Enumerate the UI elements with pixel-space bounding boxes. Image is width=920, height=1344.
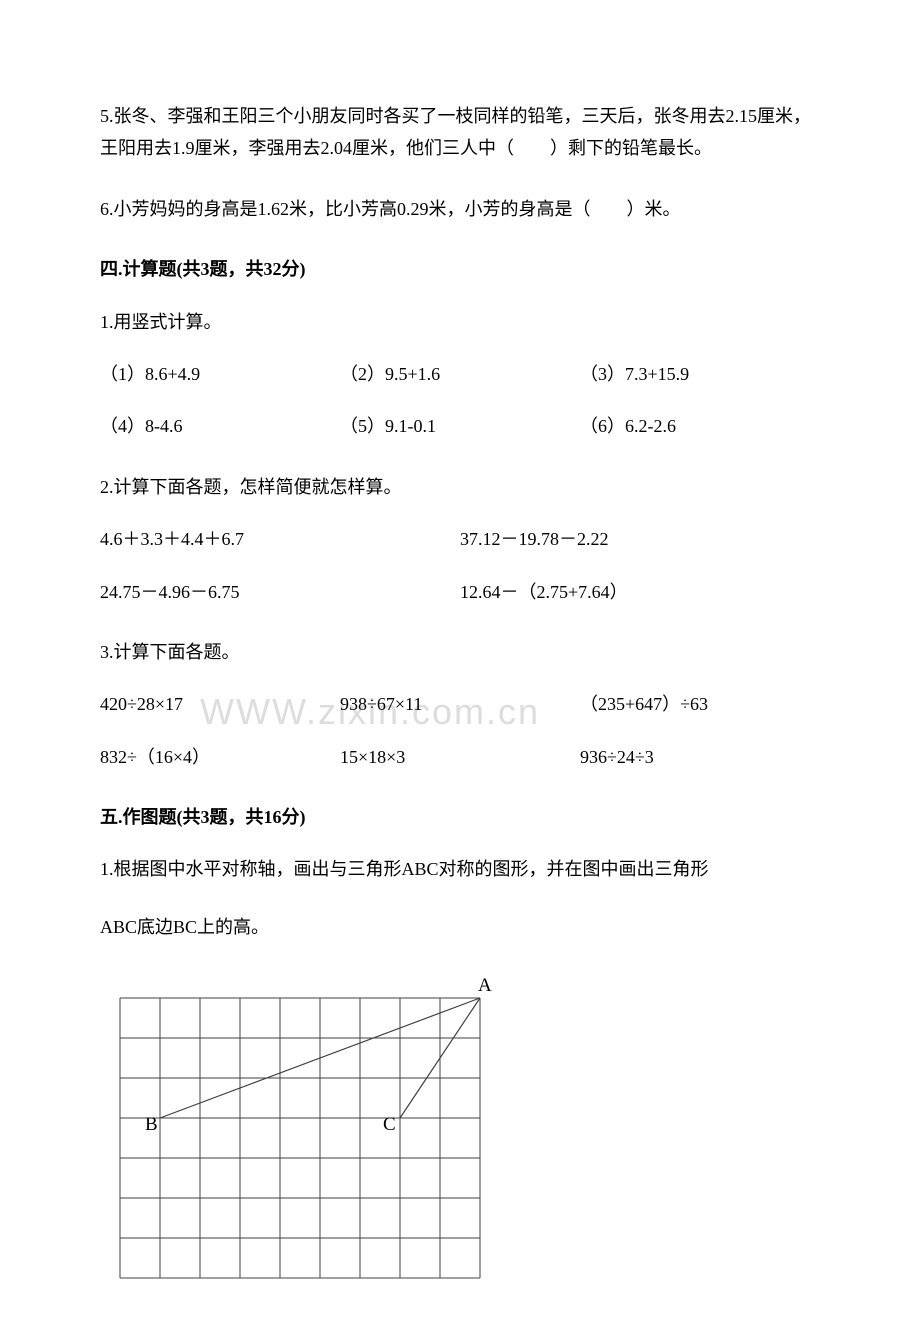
section4-q1: 1.用竖式计算。 （1）8.6+4.9 （2）9.5+1.6 （3）7.3+15… — [100, 306, 820, 443]
svg-text:A: A — [478, 975, 492, 996]
question-5: 5.张冬、李强和王阳三个小朋友同时各买了一枝同样的铅笔，三天后，张冬用去2.15… — [100, 100, 820, 165]
calc-item: 4.6＋3.3＋4.4＋6.7 — [100, 523, 460, 555]
section4-q1-row2: （4）8-4.6 （5）9.1-0.1 （6）6.2-2.6 — [100, 410, 820, 442]
section5-q1-line2: ABC底边BC上的高。 — [100, 911, 820, 943]
section4-q2-row1: 4.6＋3.3＋4.4＋6.7 37.12－19.78－2.22 — [100, 523, 820, 555]
section4-q3: 3.计算下面各题。 WWW.zixin.com.cn 420÷28×17 938… — [100, 636, 820, 773]
calc-item: （3）7.3+15.9 — [580, 358, 820, 390]
calc-item: （5）9.1-0.1 — [340, 410, 580, 442]
section4-q1-row1: （1）8.6+4.9 （2）9.5+1.6 （3）7.3+15.9 — [100, 358, 820, 390]
section4-q3-row2: 832÷（16×4） 15×18×3 936÷24÷3 — [100, 741, 820, 773]
section-4-heading: 四.计算题(共3题，共32分) — [100, 253, 820, 285]
section4-q3-row1: WWW.zixin.com.cn 420÷28×17 938÷67×11 （23… — [100, 688, 820, 720]
section4-q3-title: 3.计算下面各题。 — [100, 636, 820, 668]
calc-item: （235+647）÷63 — [580, 688, 820, 720]
calc-item: 24.75－4.96－6.75 — [100, 576, 460, 608]
section5-q1: 1.根据图中水平对称轴，画出与三角形ABC对称的图形，并在图中画出三角形 ABC… — [100, 853, 820, 943]
section4-q2: 2.计算下面各题，怎样简便就怎样算。 4.6＋3.3＋4.4＋6.7 37.12… — [100, 471, 820, 608]
question-6-text: 6.小芳妈妈的身高是1.62米，比小芳高0.29米，小芳的身高是（ ）米。 — [100, 199, 681, 219]
calc-item: 15×18×3 — [340, 741, 580, 773]
section4-q2-title: 2.计算下面各题，怎样简便就怎样算。 — [100, 471, 820, 503]
section4-q2-row2: 24.75－4.96－6.75 12.64－（2.75+7.64） — [100, 576, 820, 608]
calc-item: （4）8-4.6 — [100, 410, 340, 442]
section4-q1-title: 1.用竖式计算。 — [100, 306, 820, 338]
triangle-grid-svg: A B C — [100, 973, 500, 1283]
question-5-text: 5.张冬、李强和王阳三个小朋友同时各买了一枝同样的铅笔，三天后，张冬用去2.15… — [100, 106, 811, 158]
svg-text:B: B — [145, 1114, 158, 1135]
svg-text:C: C — [383, 1114, 396, 1135]
calc-item: （2）9.5+1.6 — [340, 358, 580, 390]
question-6: 6.小芳妈妈的身高是1.62米，比小芳高0.29米，小芳的身高是（ ）米。 — [100, 193, 820, 225]
calc-item: 420÷28×17 — [100, 688, 340, 720]
calc-item: （1）8.6+4.9 — [100, 358, 340, 390]
calc-item: 37.12－19.78－2.22 — [460, 523, 820, 555]
triangle-diagram: A B C — [100, 973, 820, 1293]
calc-item: （6）6.2-2.6 — [580, 410, 820, 442]
calc-item: 936÷24÷3 — [580, 741, 820, 773]
calc-item: 12.64－（2.75+7.64） — [460, 576, 820, 608]
section5-q1-line1: 1.根据图中水平对称轴，画出与三角形ABC对称的图形，并在图中画出三角形 — [100, 853, 820, 885]
calc-item: 938÷67×11 — [340, 688, 580, 720]
section-5-heading: 五.作图题(共3题，共16分) — [100, 801, 820, 833]
calc-item: 832÷（16×4） — [100, 741, 340, 773]
